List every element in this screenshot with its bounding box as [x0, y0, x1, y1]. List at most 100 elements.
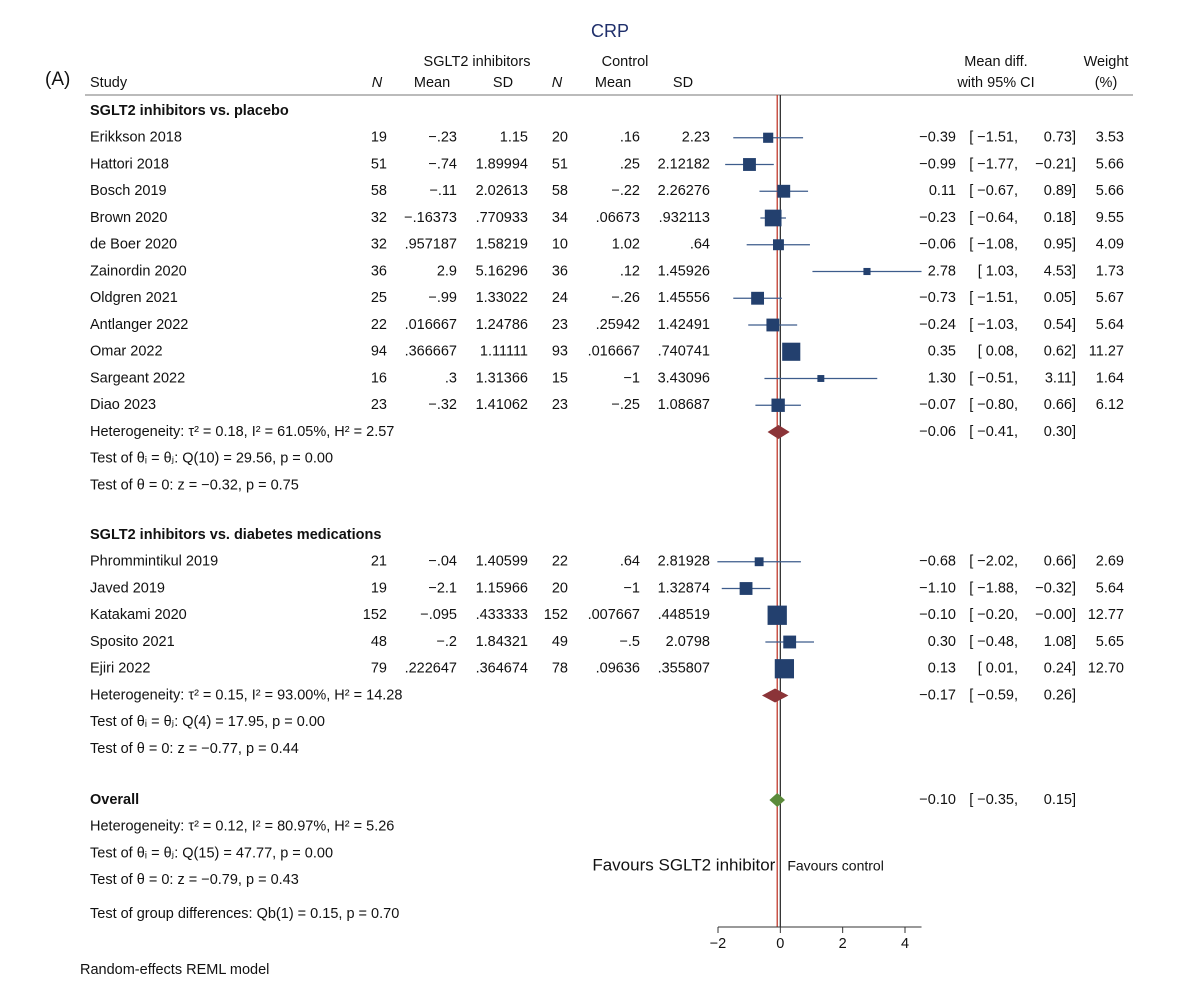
- ci-label: [ −0.35,: [969, 792, 1018, 808]
- ci-label: [ −1.03,: [969, 317, 1018, 333]
- study-cell: 19: [371, 580, 387, 596]
- study-cell: .25: [620, 156, 640, 172]
- study-cell: 25: [371, 290, 387, 306]
- ci-label: −0.06: [919, 237, 956, 253]
- summary-stat: Test of θᵢ = θⱼ: Q(10) = 29.56, p = 0.00: [90, 451, 333, 467]
- ci-label: [ −1.51,: [969, 290, 1018, 306]
- header: SD: [493, 75, 513, 91]
- header: Mean: [414, 75, 450, 91]
- weight-label: 12.70: [1088, 661, 1124, 677]
- ci-label: −0.10: [919, 792, 956, 808]
- study-cell: 58: [371, 183, 387, 199]
- x-tick-label: 4: [901, 936, 909, 952]
- ci-label: 0.24]: [1044, 661, 1076, 677]
- study-cell: 48: [371, 634, 387, 650]
- effect-square: [766, 318, 780, 332]
- study-cell: .222647: [405, 661, 457, 677]
- study-cell: 58: [552, 183, 568, 199]
- effect-square: [782, 342, 801, 361]
- study-cell: 78: [552, 661, 568, 677]
- ci-label: 0.89]: [1044, 183, 1076, 199]
- study-cell: 20: [552, 130, 568, 146]
- chart-title: CRP: [591, 21, 629, 41]
- study-cell: 23: [552, 397, 568, 413]
- ci-label: 4.53]: [1044, 263, 1076, 279]
- study-cell: .932113: [659, 210, 710, 226]
- weight-label: 11.27: [1089, 344, 1124, 360]
- ci-label: [ 0.08,: [978, 344, 1018, 360]
- group-title: SGLT2 inhibitors vs. placebo: [90, 103, 289, 119]
- header: Study: [90, 75, 128, 91]
- x-tick-label: 2: [839, 936, 847, 952]
- study-name: Ejiri 2022: [90, 661, 150, 677]
- overall-stat: Heterogeneity: τ² = 0.12, I² = 80.97%, H…: [90, 819, 394, 835]
- study-name: Omar 2022: [90, 344, 163, 360]
- overall-diamond: [769, 793, 786, 807]
- study-name: Antlanger 2022: [90, 317, 188, 333]
- ci-label: [ 0.01,: [978, 661, 1018, 677]
- study-name: Sposito 2021: [90, 634, 175, 650]
- effect-square: [777, 184, 791, 198]
- weight-label: 2.69: [1096, 554, 1124, 570]
- ci-label: 0.54]: [1044, 317, 1076, 333]
- study-cell: 10: [552, 237, 568, 253]
- study-cell: 15: [552, 370, 568, 386]
- summary-diamond: [767, 425, 790, 439]
- study-cell: 1.33022: [476, 290, 528, 306]
- ci-label: [ −1.08,: [969, 237, 1018, 253]
- study-name: Zainordin 2020: [90, 263, 187, 279]
- favours-left: Favours SGLT2 inhibitor: [592, 855, 775, 874]
- ci-label: [ 1.03,: [978, 263, 1018, 279]
- study-cell: −.16373: [404, 210, 457, 226]
- study-cell: .957187: [405, 237, 457, 253]
- study-cell: −.26: [611, 290, 640, 306]
- ci-label: 0.18]: [1044, 210, 1076, 226]
- ci-label: 0.73]: [1044, 130, 1076, 146]
- header: (%): [1095, 75, 1118, 91]
- study-cell: −2.1: [428, 580, 457, 596]
- study-cell: −.11: [429, 183, 457, 199]
- study-name: Diao 2023: [90, 397, 156, 413]
- ci-label: −0.10: [919, 607, 956, 623]
- group-title: SGLT2 inhibitors vs. diabetes medication…: [90, 527, 381, 543]
- footnote: Random-effects REML model: [80, 962, 269, 978]
- study-cell: 2.26276: [658, 183, 710, 199]
- effect-square: [764, 209, 782, 227]
- study-cell: −.22: [611, 183, 640, 199]
- weight-label: 3.53: [1096, 130, 1124, 146]
- ci-label: [ −0.67,: [969, 183, 1018, 199]
- study-cell: 23: [371, 397, 387, 413]
- panel-label: (A): [45, 69, 70, 90]
- study-cell: −.32: [428, 397, 457, 413]
- effect-square: [739, 582, 753, 595]
- study-cell: .016667: [588, 344, 640, 360]
- study-cell: 36: [371, 263, 387, 279]
- weight-label: 5.66: [1096, 183, 1124, 199]
- study-cell: .448519: [658, 607, 710, 623]
- study-cell: .007667: [588, 607, 640, 623]
- study-cell: .16: [620, 130, 640, 146]
- weight-label: 9.55: [1096, 210, 1124, 226]
- study-cell: −.5: [619, 634, 640, 650]
- effect-square: [767, 605, 787, 625]
- study-cell: −.23: [428, 130, 457, 146]
- ci-label: 0.30: [928, 634, 956, 650]
- ci-label: [ −2.02,: [969, 554, 1018, 570]
- study-cell: 19: [371, 130, 387, 146]
- header-top: Weight: [1084, 54, 1129, 70]
- ci-label: 0.66]: [1044, 554, 1076, 570]
- overall-stat: Test of θ = 0: z = −0.79, p = 0.43: [90, 872, 299, 888]
- weight-label: 1.73: [1096, 263, 1124, 279]
- weight-label: 5.65: [1096, 634, 1124, 650]
- study-cell: 93: [552, 344, 568, 360]
- ci-label: [ −0.59,: [969, 687, 1018, 703]
- ci-label: 0.66]: [1044, 397, 1076, 413]
- study-cell: .12: [620, 263, 640, 279]
- weight-label: 4.09: [1096, 237, 1124, 253]
- effect-square: [754, 557, 764, 567]
- weight-label: 6.12: [1096, 397, 1124, 413]
- study-cell: 152: [544, 607, 568, 623]
- ci-label: −0.99: [919, 156, 956, 172]
- ci-label: −1.10: [919, 580, 956, 596]
- study-cell: .06673: [596, 210, 640, 226]
